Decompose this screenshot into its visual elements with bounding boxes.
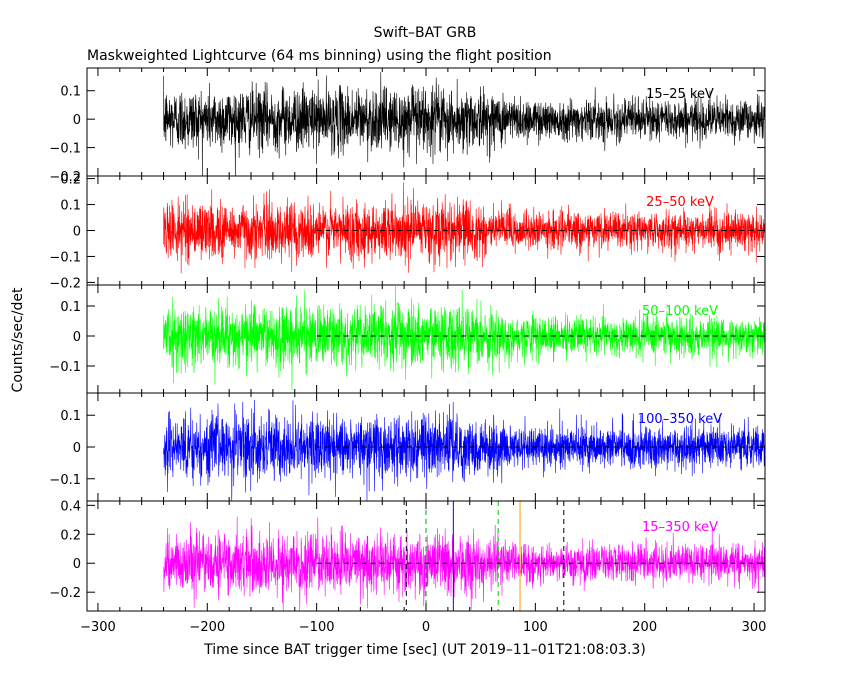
y-tick-label: 0.1 <box>60 300 81 315</box>
band-label: 100–350 keV <box>638 412 722 427</box>
series-line <box>163 399 765 501</box>
y-tick-label: 0 <box>73 225 81 240</box>
x-axis-label: Time since BAT trigger time [sec] (UT 20… <box>203 642 646 658</box>
x-tick-label: 100 <box>523 620 548 635</box>
band-label: 15–350 keV <box>642 520 718 535</box>
y-tick-label: −0.2 <box>49 170 81 185</box>
y-tick-label: 0.1 <box>60 199 81 214</box>
panels-group: 15–25 keV 0.1 0 −0.1 −0.2 25–50 keV 0.2 0.1 0 −0.… <box>49 67 767 635</box>
x-tick-label: −300 <box>80 620 116 635</box>
y-tick-label: 0.2 <box>60 173 81 188</box>
y-tick-label: 0 <box>73 113 81 128</box>
y-tick-label: −0.2 <box>49 586 81 601</box>
series-line <box>163 286 765 391</box>
y-tick-label: −0.2 <box>49 276 81 291</box>
band-label: 50–100 keV <box>642 304 718 319</box>
y-tick-label: 0 <box>73 441 81 456</box>
x-tick-label: −200 <box>189 620 225 635</box>
y-tick-label: −0.1 <box>49 250 81 265</box>
band-label: 15–25 keV <box>646 87 714 102</box>
x-tick-label: −100 <box>299 620 335 635</box>
series-line <box>163 182 765 274</box>
series-line <box>163 516 765 611</box>
y-axis-label: Counts/sec/det <box>10 287 26 392</box>
chart-subtitle: Maskweighted Lightcurve (64 ms binning) … <box>87 48 552 64</box>
y-tick-label: 0 <box>73 330 81 345</box>
x-tick-label: 200 <box>632 620 657 635</box>
y-tick-label: 0.2 <box>60 528 81 543</box>
chart-title: Swift–BAT GRB <box>374 25 477 41</box>
x-tick-label: 0 <box>422 620 430 635</box>
y-tick-label: 0 <box>73 557 81 572</box>
x-tick-label: 300 <box>742 620 767 635</box>
y-tick-label: 0.1 <box>60 85 81 100</box>
y-tick-label: 0.4 <box>60 499 81 514</box>
band-label: 25–50 keV <box>646 195 714 210</box>
y-tick-label: 0.1 <box>60 409 81 424</box>
y-tick-label: −0.1 <box>49 473 81 488</box>
y-tick-label: −0.1 <box>49 360 81 375</box>
series-line <box>163 72 765 176</box>
y-tick-label: −0.1 <box>49 142 81 157</box>
